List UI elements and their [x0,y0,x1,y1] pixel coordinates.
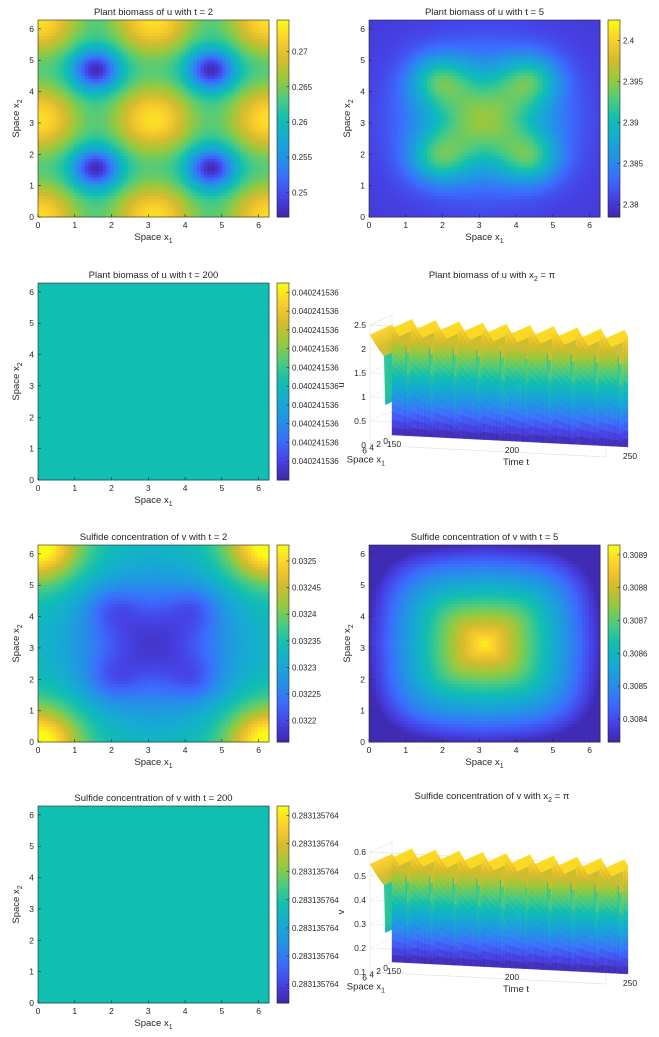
heatmap-cell [63,20,67,24]
heatmap-cell [38,20,42,24]
heatmap-cell [42,20,46,24]
heatmap-cell [60,20,64,24]
heatmap-cell [52,20,56,24]
heatmap-cell [67,20,71,24]
heatmap-cell [45,20,49,24]
figure-canvas: 0 1 2 3 4 5 60123456Plant biomass of u with t … [0,0,659,1037]
heatmap-cell [49,20,53,24]
heatmap-cells [38,20,270,218]
heatmap-cell [56,20,60,24]
